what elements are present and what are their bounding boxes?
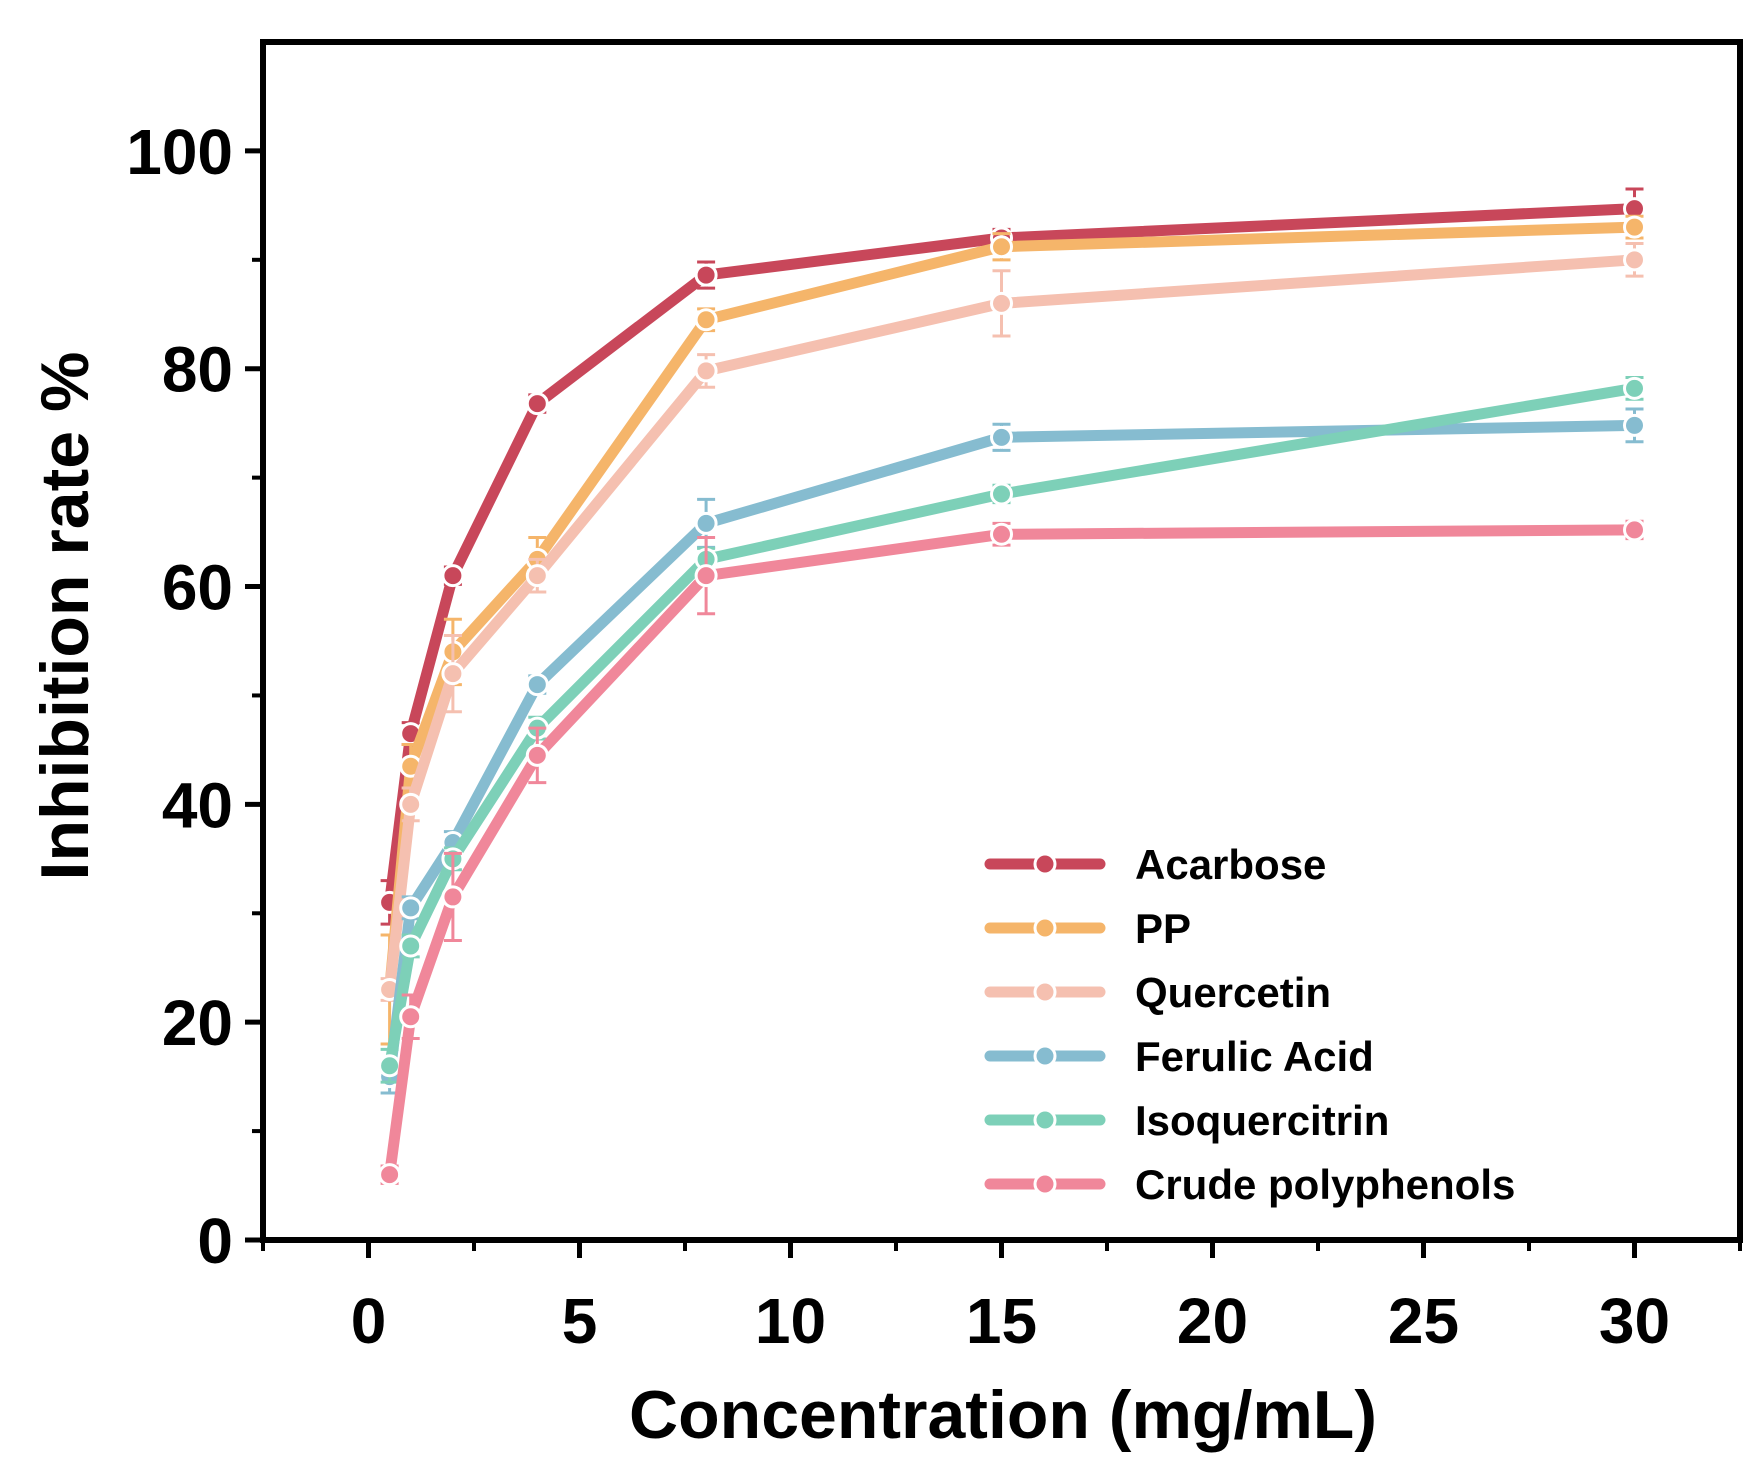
legend-swatch-marker	[1033, 1108, 1057, 1132]
legend-label: Isoquercitrin	[1135, 1097, 1389, 1144]
data-point	[441, 662, 465, 686]
axes: 0 5 10 15 20 25 30 0 20 40 60 80 100	[126, 39, 1743, 1357]
data-point	[694, 359, 718, 383]
legend-item-3: Ferulic Acid	[984, 1033, 1374, 1080]
x-tick-label: 5	[562, 1285, 598, 1357]
legend-label: Crude polyphenols	[1135, 1161, 1515, 1208]
y-tick-label: 20	[162, 987, 233, 1059]
data-point	[990, 522, 1013, 546]
data-point	[1623, 215, 1646, 239]
y-tick-label: 60	[162, 552, 233, 624]
data-point	[525, 743, 549, 767]
data-point	[441, 564, 465, 588]
data-point	[990, 291, 1013, 315]
legend-swatch-marker	[1033, 1044, 1057, 1068]
legend-swatch-marker	[1033, 852, 1057, 876]
data-point	[990, 482, 1013, 506]
data-point	[694, 263, 718, 287]
data-point	[378, 1054, 402, 1078]
series-line	[384, 524, 1640, 1181]
legend-item-0: Acarbose	[984, 841, 1326, 888]
data-point	[378, 1163, 402, 1187]
data-point	[525, 564, 549, 588]
legend-item-4: Isoquercitrin	[984, 1097, 1389, 1144]
y-tick-label: 100	[126, 116, 233, 188]
legend-item-5: Crude polyphenols	[984, 1161, 1515, 1208]
legend-label: Ferulic Acid	[1135, 1033, 1374, 1080]
legend-label: Quercetin	[1135, 969, 1331, 1016]
x-tick-label: 20	[1177, 1285, 1248, 1357]
series-line	[384, 203, 1640, 908]
data-point	[525, 673, 549, 697]
data-point	[694, 564, 718, 588]
data-point	[990, 425, 1013, 449]
data-point	[441, 885, 465, 909]
legend-label: Acarbose	[1135, 841, 1326, 888]
x-tick-label: 15	[966, 1285, 1037, 1357]
x-tick-label: 30	[1599, 1285, 1670, 1357]
data-point	[1623, 248, 1646, 272]
legend: Acarbose PP Quercetin Ferulic Acid Isoquerci…	[984, 841, 1515, 1208]
series-2	[378, 241, 1646, 1002]
legend-item-1: PP	[984, 905, 1191, 952]
data-point	[694, 511, 718, 535]
data-point	[399, 1005, 423, 1029]
data-point	[525, 392, 549, 416]
y-tick-label: 0	[197, 1205, 233, 1277]
data-point	[1623, 376, 1646, 400]
series-line	[384, 221, 1640, 995]
y-tick-label: 40	[162, 769, 233, 841]
data-point	[399, 896, 423, 920]
x-tick-label: 25	[1388, 1285, 1459, 1357]
data-point	[399, 792, 423, 816]
y-tick-label: 80	[162, 334, 233, 406]
x-tick-label: 10	[755, 1285, 826, 1357]
data-point	[1623, 413, 1646, 437]
series-5	[378, 518, 1646, 1187]
data-point	[1623, 518, 1646, 542]
x-axis-title: Concentration (mg/mL)	[629, 1377, 1377, 1453]
plot-lines	[378, 187, 1646, 1187]
y-axis-title: Inhibition rate %	[27, 352, 103, 881]
legend-swatch-marker	[1033, 980, 1057, 1004]
series-4	[378, 375, 1646, 1084]
data-point	[399, 934, 423, 958]
legend-swatch-marker	[1033, 1172, 1057, 1196]
legend-label: PP	[1135, 905, 1191, 952]
data-point	[694, 308, 718, 332]
data-point	[990, 235, 1013, 259]
x-tick-label: 0	[351, 1285, 387, 1357]
series-1	[378, 214, 1646, 1046]
legend-item-2: Quercetin	[984, 969, 1331, 1016]
legend-swatch-marker	[1033, 916, 1057, 940]
